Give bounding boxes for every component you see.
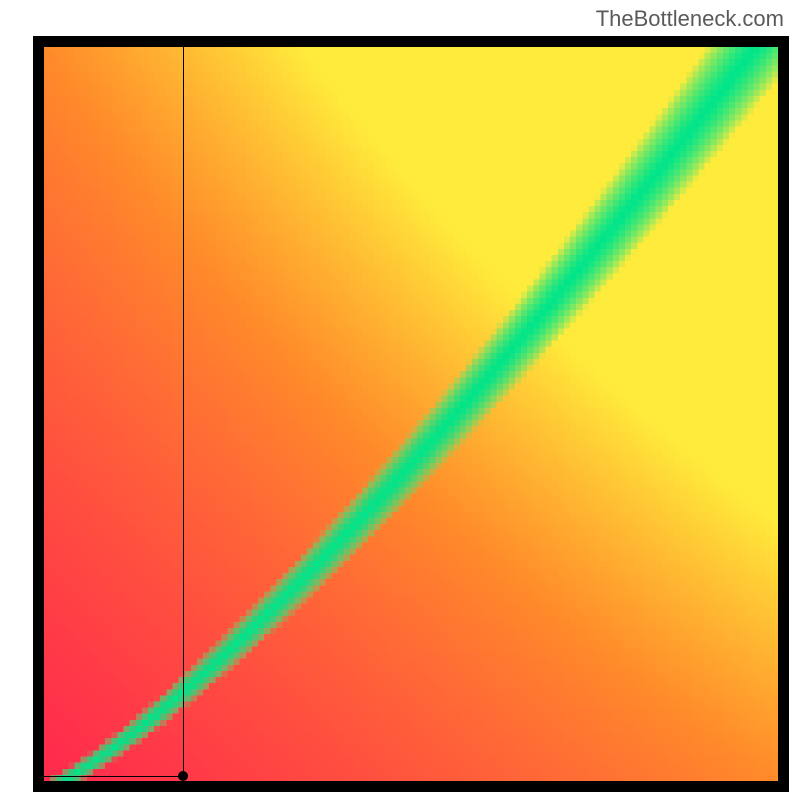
bottleneck-heatmap <box>44 47 778 781</box>
plot-frame <box>33 36 789 792</box>
chart-container: { "attribution": "TheBottleneck.com", "c… <box>0 0 800 800</box>
attribution-text: TheBottleneck.com <box>596 6 784 32</box>
